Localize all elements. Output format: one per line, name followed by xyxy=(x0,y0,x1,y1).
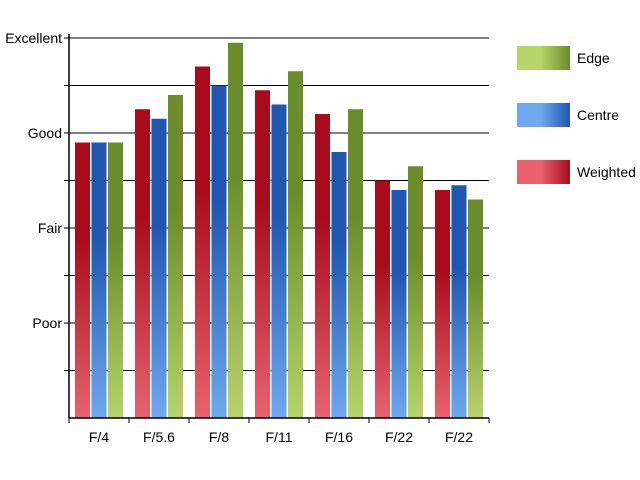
bar-centre-1 xyxy=(151,118,167,418)
bar-edge-2 xyxy=(228,42,243,418)
y-tick-label: Poor xyxy=(32,315,62,331)
bar-weighted-0 xyxy=(75,142,90,418)
bar-centre-4 xyxy=(331,152,347,418)
legend-swatch-centre xyxy=(517,103,570,127)
y-tick-labels: Poor Fair Good Excellent xyxy=(5,30,62,331)
x-tick-label: F/4 xyxy=(89,429,109,445)
bar-edge-3 xyxy=(288,71,303,418)
bar-centre-0 xyxy=(91,142,107,418)
bar-edge-6 xyxy=(468,199,483,418)
x-tick-label: F/22 xyxy=(445,429,473,445)
legend: Edge Centre Weighted xyxy=(517,46,636,184)
x-tick-label: F/16 xyxy=(325,429,353,445)
x-tick-label: F/5.6 xyxy=(143,429,175,445)
bar-weighted-5 xyxy=(375,180,390,418)
bar-edge-1 xyxy=(168,95,183,418)
bar-edge-0 xyxy=(108,142,123,418)
bar-centre-5 xyxy=(391,190,407,418)
bar-weighted-1 xyxy=(135,109,150,418)
y-tick-label: Good xyxy=(28,125,62,141)
y-tick-label: Excellent xyxy=(5,30,62,46)
bar-weighted-3 xyxy=(255,90,270,418)
bar-weighted-6 xyxy=(435,190,450,418)
x-tick-labels: F/4 F/5.6 F/8 F/11 F/16 F/22 F/22 xyxy=(89,429,473,445)
x-tick-label: F/8 xyxy=(209,429,229,445)
bar-edge-5 xyxy=(408,166,423,418)
bar-centre-3 xyxy=(271,104,287,418)
legend-label-centre: Centre xyxy=(577,107,619,123)
bar-weighted-4 xyxy=(315,114,330,418)
bar-weighted-2 xyxy=(195,66,210,418)
bar-edge-4 xyxy=(348,109,363,418)
legend-label-weighted: Weighted xyxy=(577,164,636,180)
bar-centre-2 xyxy=(211,85,227,418)
legend-swatch-edge xyxy=(517,46,570,70)
x-tick-label: F/22 xyxy=(385,429,413,445)
bar-centre-6 xyxy=(451,185,467,418)
bars xyxy=(75,42,483,418)
axes xyxy=(64,34,490,423)
legend-label-edge: Edge xyxy=(577,50,610,66)
y-tick-label: Fair xyxy=(38,220,62,236)
legend-swatch-weighted xyxy=(517,160,570,184)
x-tick-label: F/11 xyxy=(266,429,293,445)
